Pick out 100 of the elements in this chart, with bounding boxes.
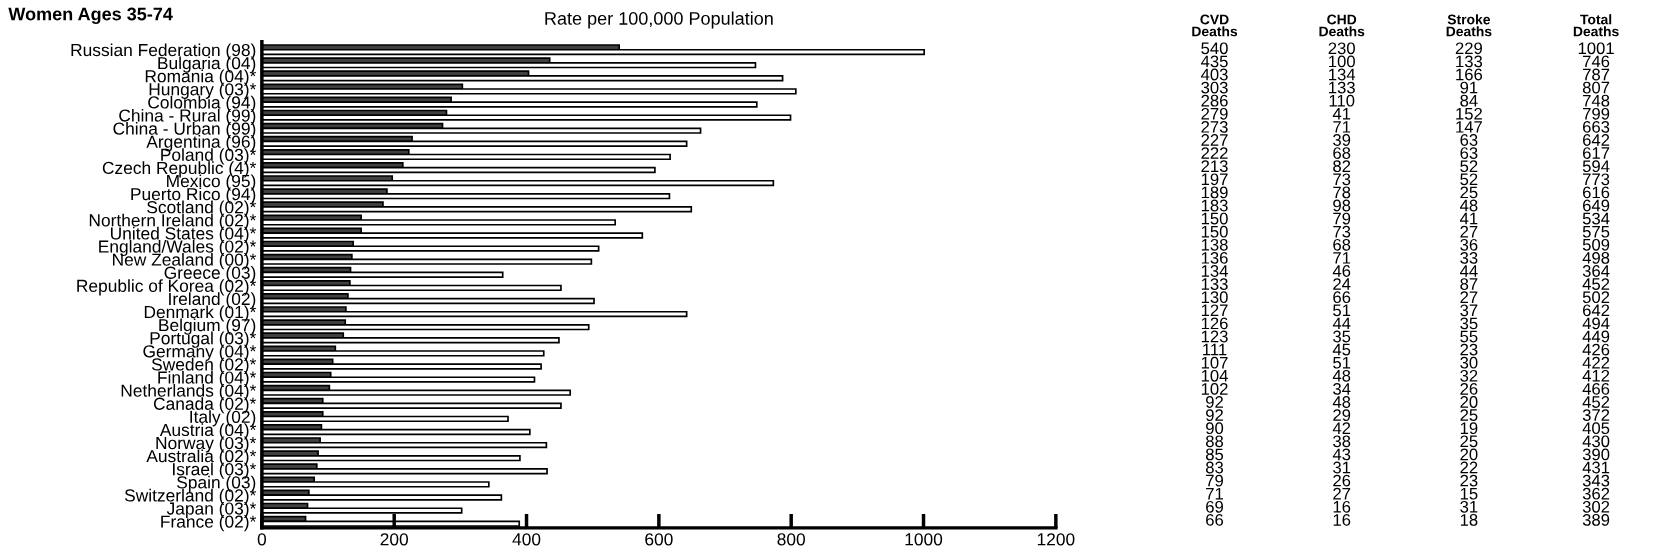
data-label: 91 [1460,81,1478,94]
data-label: 92 [1206,396,1223,408]
data-label: 107 [1201,356,1228,369]
data-label: 498 [1582,251,1610,264]
data-label: 642 [1583,304,1610,317]
data-label: 364 [1582,265,1610,277]
data-label: 227 [1201,134,1228,146]
data-label: 15 [1460,487,1478,500]
data-label: 73 [1333,225,1351,238]
data-label: 35 [1460,317,1478,330]
data-label: 66 [1333,291,1351,304]
data-label: 22 [1460,461,1478,474]
data-label: 150 [1201,225,1228,238]
data-label: 362 [1582,487,1610,500]
data-label: 102 [1201,382,1228,395]
data-label: 133 [1456,55,1483,68]
data-label: 51 [1333,304,1351,317]
data-label: 31 [1333,461,1351,474]
data-label: 39 [1333,134,1351,146]
data-label: 33 [1460,251,1478,264]
x-tick-label: 600 [645,533,673,546]
data-label: 222 [1201,147,1228,159]
data-label: 51 [1333,356,1351,369]
data-label: 23 [1460,343,1478,356]
data-label: 66 [1206,513,1224,526]
data-label: 44 [1332,317,1351,330]
data-label: 30 [1460,356,1478,369]
x-tick-label: 1200 [1037,533,1075,546]
data-label: 594 [1582,160,1610,173]
x-tick-label: 800 [777,533,805,546]
data-label: 452 [1582,278,1610,290]
data-label: 98 [1333,199,1351,212]
data-label: 71 [1206,487,1223,500]
data-label: 449 [1582,330,1610,343]
data-label: 273 [1201,120,1228,133]
data-label: 133 [1329,81,1355,94]
data-label: 84 [1460,94,1478,107]
data-label: 430 [1582,435,1610,448]
data-label: 431 [1582,461,1610,474]
data-label: 748 [1583,94,1610,107]
x-tick-label: 1000 [905,533,943,546]
data-label: 104 [1201,369,1228,382]
data-label: 32 [1460,369,1478,382]
data-label: 799 [1583,107,1610,120]
data-label: 42 [1332,422,1351,434]
data-label: 773 [1583,173,1610,186]
data-label: 534 [1582,212,1610,225]
x-tick-label: Stroke Deaths [1446,14,1492,37]
data-label: 150 [1201,212,1228,225]
data-label: 807 [1582,81,1610,94]
data-label: 166 [1456,68,1483,81]
data-label: 412 [1582,369,1610,382]
data-label: 27 [1333,487,1351,500]
data-label: 746 [1583,55,1610,68]
data-label: 52 [1460,173,1478,186]
data-label: 48 [1332,396,1351,408]
data-label: 92 [1206,409,1223,421]
data-label: 435 [1200,55,1228,68]
data-label: 48 [1332,369,1351,382]
data-label: 69 [1206,500,1223,513]
data-label: 279 [1201,107,1228,120]
data-label: 31 [1460,500,1478,513]
data-label: 405 [1582,422,1610,435]
x-tick-label: 400 [512,533,541,546]
data-label: 37 [1460,304,1478,317]
data-label: 389 [1582,513,1610,526]
data-label: 82 [1333,160,1351,173]
data-label: 45 [1332,343,1351,356]
data-label: 43 [1332,448,1351,461]
data-label: 48 [1460,199,1478,212]
data-label: 36 [1460,238,1478,251]
data-label: 136 [1201,251,1228,264]
data-label: 46 [1332,265,1351,277]
data-label: 79 [1206,474,1223,487]
data-label: 26 [1333,474,1351,487]
data-label: 41 [1332,108,1351,120]
data-label: 26 [1460,382,1478,395]
data-label: 25 [1460,409,1478,421]
data-label: 466 [1582,382,1610,395]
data-label: 111 [1203,343,1227,356]
data-label: 78 [1333,186,1351,199]
data-label: 68 [1333,238,1351,251]
data-label: 426 [1582,343,1610,356]
data-label: 71 [1333,252,1351,264]
data-label: 540 [1201,42,1228,55]
data-label: 73 [1333,173,1351,186]
data-label: 286 [1201,94,1228,107]
data-label: 213 [1201,160,1228,173]
data-label: 126 [1201,317,1228,330]
data-label: 88 [1205,435,1224,448]
x-tick-label: 0 [257,533,267,546]
data-label: 68 [1333,147,1351,159]
data-label: 71 [1333,121,1351,133]
data-label: 38 [1333,435,1351,448]
x-tick-label: CHD Deaths [1319,14,1365,37]
data-label: 1001 [1578,42,1614,55]
data-label: 16 [1333,513,1351,526]
data-label: 27 [1460,225,1478,238]
data-label: 87 [1460,278,1478,290]
data-label: 575 [1582,225,1610,238]
